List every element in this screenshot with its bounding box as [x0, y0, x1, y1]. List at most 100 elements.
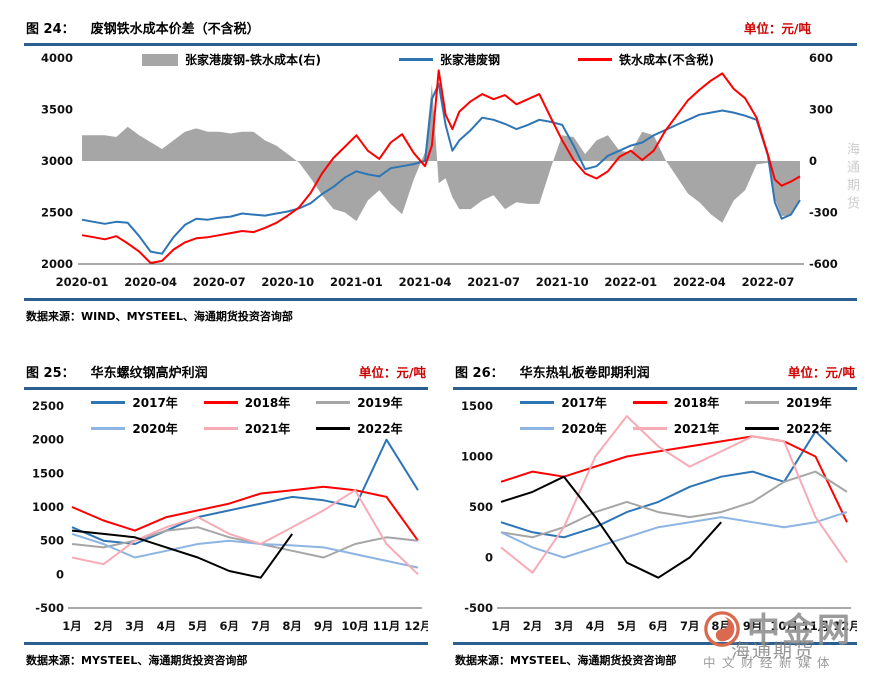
- svg-text:12月: 12月: [833, 619, 857, 633]
- legend-label-2022: 2022年: [786, 422, 832, 436]
- svg-text:1月: 1月: [62, 619, 82, 633]
- svg-text:0: 0: [56, 567, 64, 581]
- line-swatch-2017: [520, 401, 555, 404]
- figure-24-chart-area: 4000 3500 3000 2500 2000 600 300 0 -300 -600 2020-…: [24, 46, 859, 298]
- svg-text:0: 0: [485, 551, 493, 565]
- legend-label-2019: 2019年: [357, 396, 403, 410]
- divider-rule: [24, 387, 428, 390]
- legend-label-2017: 2017年: [132, 396, 178, 410]
- figure-26-chart-area: 1500 1000 500 0 -500 1月 2月 3月 4月 5月 6月 7月 8月 9月 10月 11月…: [453, 390, 857, 642]
- figure-26-legend: 2017年 2018年 2019年 2020年 2021年 2022年: [497, 394, 855, 437]
- legend-item-spread: 张家港废钢-铁水成本(右): [142, 51, 321, 68]
- line-swatch-2021: [632, 427, 667, 430]
- svg-text:-300: -300: [809, 206, 838, 220]
- svg-text:500: 500: [469, 500, 493, 514]
- scrap-line-swatch: [398, 58, 433, 61]
- line-swatch-2018: [632, 401, 667, 404]
- legend-label-2018: 2018年: [673, 396, 720, 410]
- svg-text:2月: 2月: [523, 619, 543, 633]
- svg-text:2021-10: 2021-10: [536, 275, 589, 289]
- legend-label-2018: 2018年: [244, 396, 291, 410]
- legend-label-2022: 2022年: [357, 422, 403, 436]
- line-swatch-2019: [316, 401, 351, 404]
- svg-text:-500: -500: [35, 601, 64, 615]
- figure-25-unit-label: 单位：元/吨: [358, 365, 426, 380]
- legend-label-2017: 2017年: [561, 396, 607, 410]
- figure-25-data-source: 数据来源：MYSTEEL、海通期货投资咨询部: [26, 654, 248, 667]
- svg-text:10月: 10月: [770, 619, 798, 633]
- divider-rule: [453, 642, 857, 645]
- svg-text:8月: 8月: [282, 619, 302, 633]
- figure-26-number: 图 26：: [455, 366, 504, 381]
- figure-25-legend: 2017年 2018年 2019年 2020年 2021年 2022年: [68, 394, 426, 437]
- svg-text:-500: -500: [464, 601, 493, 615]
- svg-text:2021-07: 2021-07: [467, 275, 520, 289]
- line-swatch-2021: [203, 427, 238, 430]
- legend-item-2019: 2019年: [745, 394, 832, 411]
- figure-24-number: 图 24：: [26, 22, 75, 37]
- svg-text:11月: 11月: [802, 619, 830, 633]
- side-watermark-text: 海通期货: [844, 142, 859, 214]
- svg-text:7月: 7月: [251, 619, 271, 633]
- hotmetal-line-swatch: [577, 58, 612, 61]
- svg-text:1000: 1000: [461, 450, 493, 464]
- scrap-hotmetal-spread-chart: 400035003000250020006003000-300-6002020-…: [41, 51, 838, 289]
- divider-rule: [24, 642, 428, 645]
- figure-26-header: 图 26： 华东热轧板卷即期利润 单位：元/吨: [453, 360, 857, 387]
- legend-item-2017: 2017年: [520, 394, 607, 411]
- legend-label-2020: 2020年: [132, 422, 178, 436]
- legend-row-2: 2020年 2021年 2022年: [68, 420, 426, 437]
- legend-row-2: 2020年 2021年 2022年: [497, 420, 855, 437]
- svg-text:3000: 3000: [41, 154, 73, 168]
- figure-26-title: 华东热轧板卷即期利润: [519, 366, 650, 381]
- figure-24-legend: 张家港废钢-铁水成本(右) 张家港废钢 铁水成本(不含税): [142, 51, 714, 68]
- svg-text:1500: 1500: [461, 399, 493, 413]
- svg-text:600: 600: [809, 51, 833, 65]
- figure-26: 图 26： 华东热轧板卷即期利润 单位：元/吨 1500 1000 500 0 -500…: [453, 360, 857, 674]
- divider-rule: [24, 298, 857, 301]
- line-swatch-2020: [520, 427, 555, 430]
- legend-item-2020: 2020年: [520, 420, 607, 437]
- figure-24-title: 废钢铁水成本价差（不含税）: [90, 22, 260, 37]
- legend-label-2021: 2021年: [673, 422, 720, 436]
- svg-text:300: 300: [809, 103, 833, 117]
- legend-row-1: 2017年 2018年 2019年: [497, 394, 855, 411]
- zhongjinwang-logo-icon: [704, 611, 740, 647]
- svg-text:2022-07: 2022-07: [742, 275, 795, 289]
- legend-item-2022: 2022年: [745, 420, 832, 437]
- svg-text:0: 0: [809, 154, 817, 168]
- figure-26-data-source: 数据来源：MYSTEEL、海通期货投资咨询部: [455, 654, 677, 667]
- watermark-overlay-text: 海通期货: [731, 640, 816, 662]
- svg-text:2022-01: 2022-01: [604, 275, 657, 289]
- svg-text:2000: 2000: [32, 433, 64, 447]
- legend-label-2021: 2021年: [244, 422, 291, 436]
- legend-item-hotmetal: 铁水成本(不含税): [577, 51, 714, 68]
- svg-text:5月: 5月: [617, 619, 637, 633]
- svg-text:5月: 5月: [188, 619, 208, 633]
- figure-25-header: 图 25： 华东螺纹钢高炉利润 单位：元/吨: [24, 360, 428, 387]
- legend-label-2020: 2020年: [561, 422, 607, 436]
- svg-text:2022-04: 2022-04: [673, 275, 726, 289]
- svg-text:4000: 4000: [41, 51, 73, 65]
- divider-rule: [453, 387, 857, 390]
- figure-24-data-source: 数据来源：WIND、MYSTEEL、海通期货投资咨询部: [26, 310, 293, 323]
- svg-text:2000: 2000: [41, 257, 73, 271]
- svg-text:2021-01: 2021-01: [330, 275, 383, 289]
- watermark-brand-text: 中金网: [747, 609, 852, 649]
- svg-text:7月: 7月: [680, 619, 700, 633]
- bottom-figures-row: 图 25： 华东螺纹钢高炉利润 单位：元/吨 2500 2000 1500 1000 5…: [24, 360, 857, 674]
- legend-item-2020: 2020年: [91, 420, 178, 437]
- figure-25: 图 25： 华东螺纹钢高炉利润 单位：元/吨 2500 2000 1500 1000 5…: [24, 360, 428, 674]
- legend-label-hotmetal: 铁水成本(不含税): [618, 53, 714, 67]
- rebar-blast-furnace-profit-chart: 2500 2000 1500 1000 500 0 -500 1月 2月 3月 4月 5月 6月 7月 8月…: [32, 399, 428, 633]
- svg-text:4月: 4月: [586, 619, 606, 633]
- line-swatch-2022: [745, 427, 780, 430]
- line-swatch-2020: [91, 427, 126, 430]
- svg-text:9月: 9月: [743, 619, 763, 633]
- line-swatch-2018: [203, 401, 238, 404]
- legend-row-1: 2017年 2018年 2019年: [68, 394, 426, 411]
- figure-25-number: 图 25：: [26, 366, 75, 381]
- svg-text:2月: 2月: [94, 619, 114, 633]
